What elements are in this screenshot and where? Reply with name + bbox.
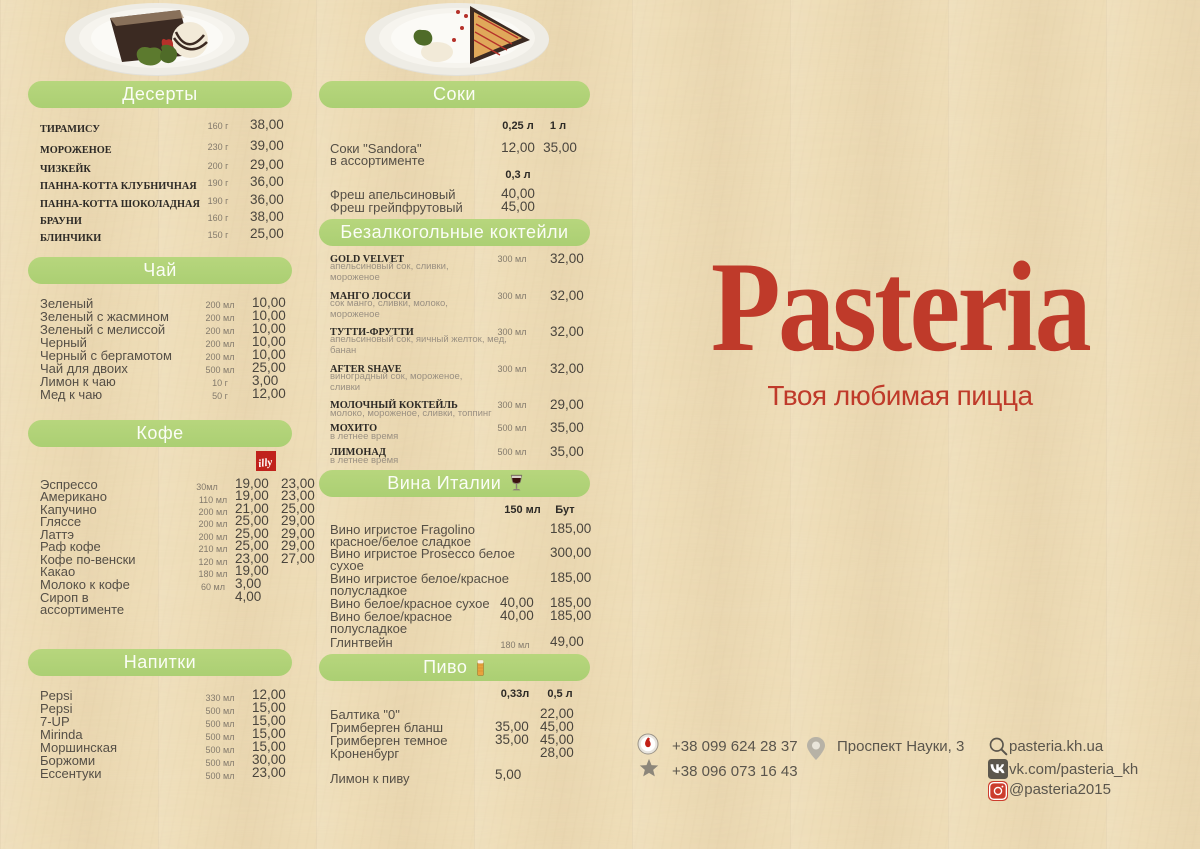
svg-text:illy: illy bbox=[258, 456, 274, 470]
